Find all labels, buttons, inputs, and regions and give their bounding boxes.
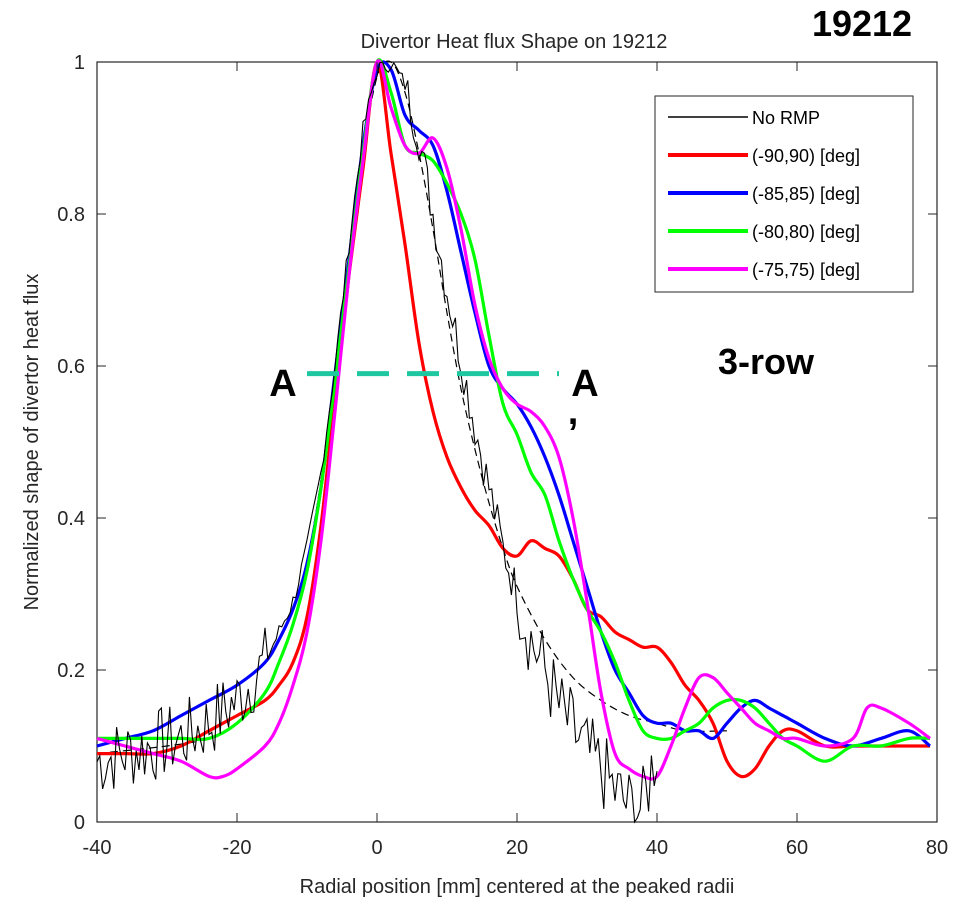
y-tick-label: 1 [74,52,85,74]
series-80-80-deg-line [96,58,931,763]
cut-label-prime: , [568,391,579,433]
x-axis-label: Radial position [mm] centered at the pea… [300,876,735,898]
series-90-90-deg-line [96,60,930,779]
y-tick-label: 0 [74,812,85,834]
x-tick-label: 20 [506,837,528,859]
y-tick-label: 0.4 [57,508,85,530]
ticks-layer: -40 -20 0 20 40 60 80 0 0.2 0.4 0.6 0.8 1 [57,52,948,859]
x-tick-label: 60 [786,837,808,859]
series-75-75-deg-line [96,59,931,781]
y-tick-label: 0.6 [57,356,85,378]
series-layer [96,58,932,824]
y-axis-label: Normalized shape of divertor heat flux [21,274,43,611]
x-tick-label: -20 [223,837,252,859]
legend-label: (-80,80) [deg] [752,222,860,242]
shot-number-label: 19212 [812,3,912,44]
chart-title: Divertor Heat flux Shape on 19212 [361,31,668,53]
x-tick-label: 80 [926,837,948,859]
legend-label: (-75,75) [deg] [752,260,860,280]
legend-label: No RMP [752,108,820,128]
x-tick-label: 40 [646,837,668,859]
cut-label-right: A [571,363,598,405]
y-tick-label: 0.8 [57,204,85,226]
cut-label-left: A [269,363,296,405]
y-tick-label: 0.2 [57,660,85,682]
x-tick-label: 0 [371,837,382,859]
config-label: 3-row [718,341,815,382]
legend-items: No RMP (-90,90) [deg] (-85,85) [deg] (-80,8… [668,108,860,280]
legend-label: (-85,85) [deg] [752,184,860,204]
series-no-rmp-line [96,61,658,824]
legend-label: (-90,90) [deg] [752,146,860,166]
x-tick-label: -40 [83,837,112,859]
legend: No RMP (-90,90) [deg] (-85,85) [deg] (-80,8… [654,95,914,293]
